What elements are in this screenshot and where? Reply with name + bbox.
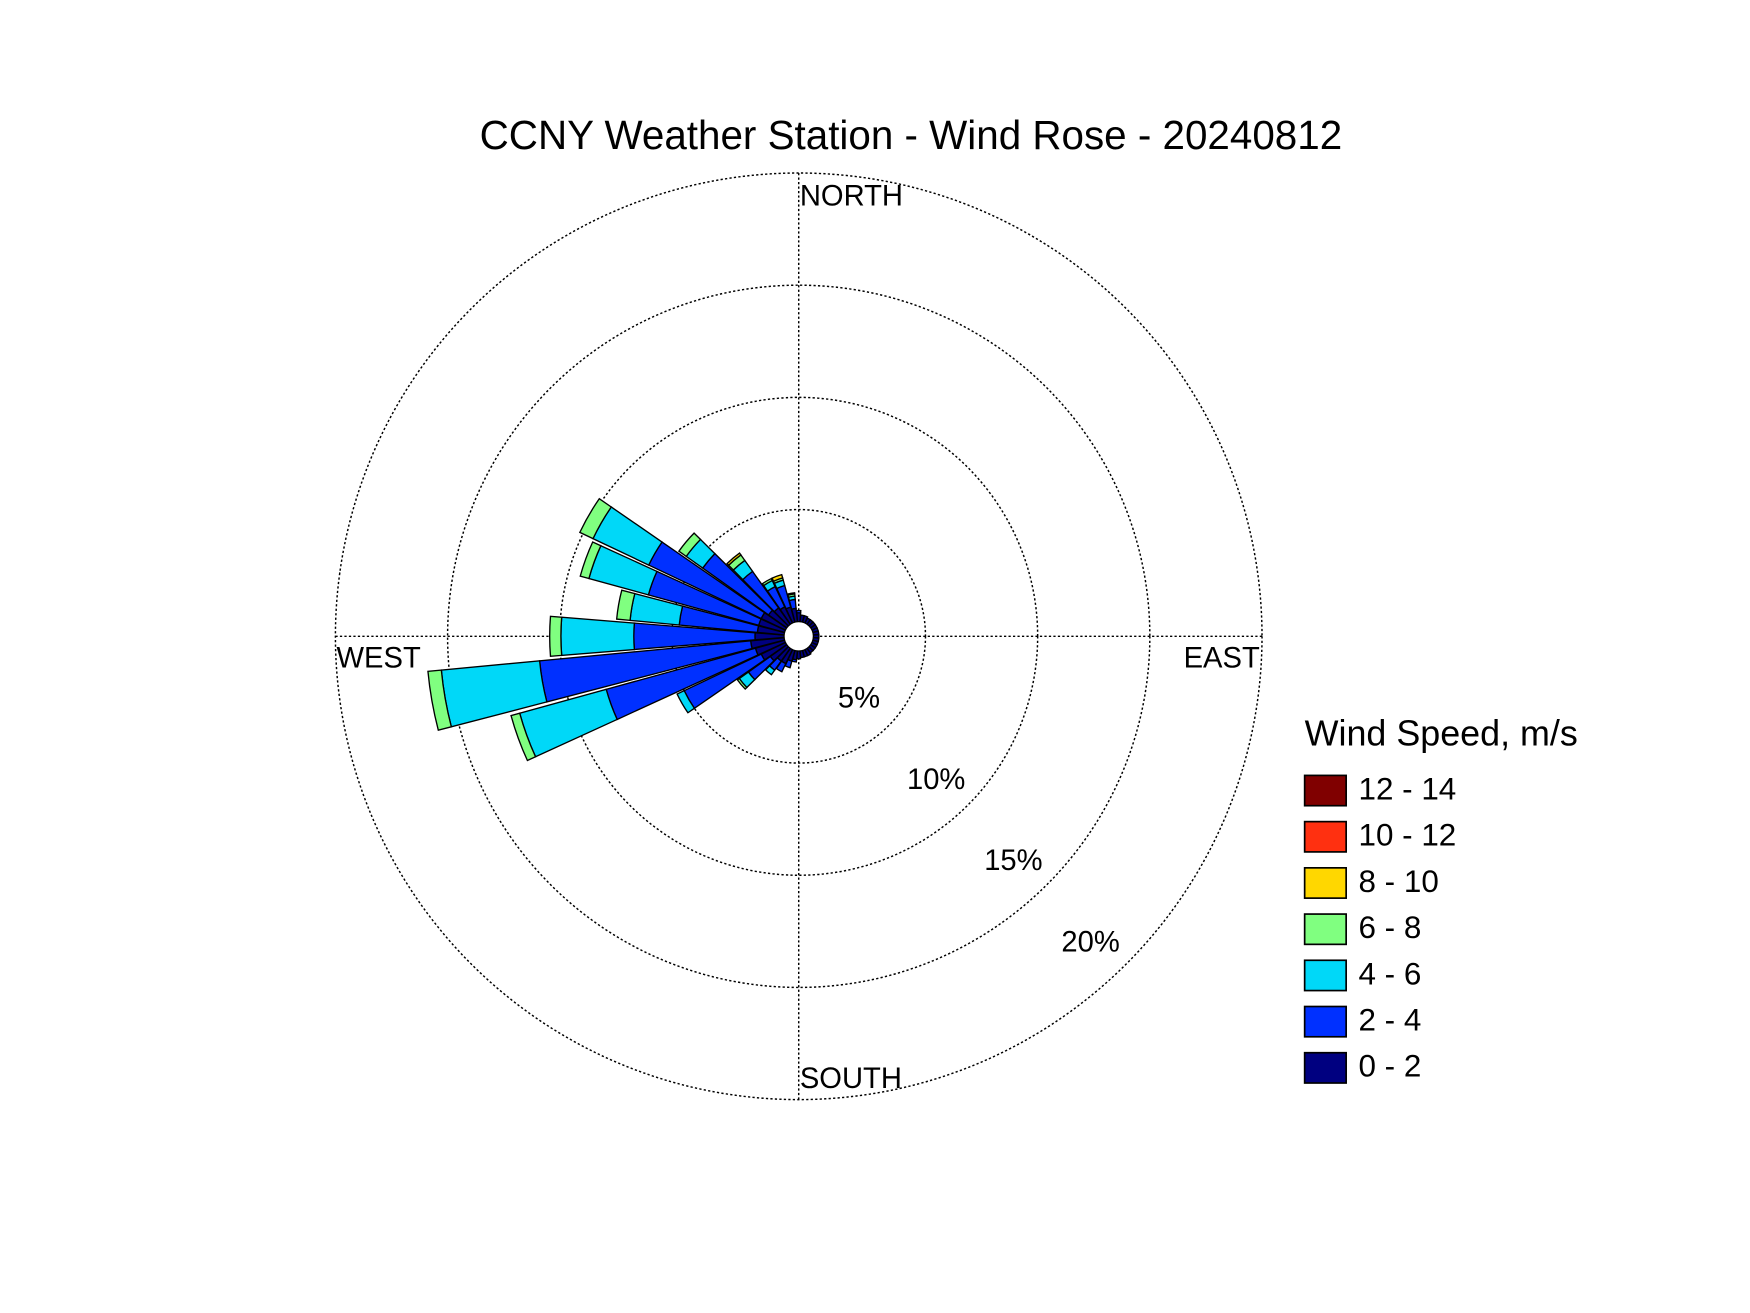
wind-bar bbox=[615, 589, 636, 622]
wind-bar bbox=[771, 573, 784, 583]
legend-swatch bbox=[1303, 913, 1347, 946]
direction-label: EAST bbox=[1184, 643, 1260, 675]
legend-label: 0 - 2 bbox=[1358, 1049, 1421, 1084]
wind-bar bbox=[578, 497, 613, 540]
direction-label: SOUTH bbox=[800, 1063, 902, 1095]
bars bbox=[427, 497, 820, 762]
r-tick-label: 15% bbox=[984, 845, 1042, 877]
wind-bar bbox=[579, 541, 602, 580]
wind-bar bbox=[761, 577, 774, 587]
labels: 5% 10% 15% 20% NORTH EAST SOUTH WEST bbox=[337, 180, 1260, 1095]
legend-swatch bbox=[1303, 1051, 1347, 1084]
wind-bar bbox=[736, 677, 748, 691]
r-tick-label: 20% bbox=[1061, 927, 1119, 959]
wind-bar bbox=[427, 669, 453, 732]
legend-label: 4 - 6 bbox=[1358, 956, 1421, 991]
legend-swatch bbox=[1303, 1005, 1347, 1038]
wind-bar bbox=[677, 532, 702, 558]
legend-swatch bbox=[1303, 959, 1347, 992]
grid-ring bbox=[446, 284, 1151, 989]
direction-label: WEST bbox=[337, 643, 421, 675]
wind-bar bbox=[786, 592, 796, 596]
wind-bar bbox=[795, 609, 802, 614]
legend-label: 6 - 8 bbox=[1358, 910, 1421, 945]
wind-bar bbox=[510, 712, 537, 762]
chart-title: CCNY Weather Station - Wind Rose - 20240… bbox=[480, 112, 1343, 158]
wind-bar bbox=[549, 615, 563, 658]
center-hole bbox=[783, 621, 814, 652]
legend-label: 10 - 12 bbox=[1358, 818, 1456, 853]
legend-title: Wind Speed, m/s bbox=[1305, 714, 1578, 754]
r-tick-label: 5% bbox=[838, 682, 880, 714]
grid-ring bbox=[334, 172, 1263, 1101]
wind-bar bbox=[560, 616, 636, 657]
legend: 0 - 2 2 - 4 4 - 6 6 - 8 8 - 10 10 - 12 12 - 14 bbox=[1303, 771, 1456, 1084]
legend-label: 12 - 14 bbox=[1358, 771, 1456, 806]
legend-label: 2 - 4 bbox=[1358, 1003, 1421, 1038]
wind-bar bbox=[676, 689, 696, 714]
wind-bar bbox=[726, 552, 742, 567]
legend-swatch bbox=[1303, 820, 1347, 853]
grid-ring bbox=[671, 508, 927, 764]
r-tick-label: 10% bbox=[907, 764, 965, 796]
direction-label: NORTH bbox=[800, 180, 903, 212]
legend-swatch bbox=[1303, 774, 1347, 807]
legend-label: 8 - 10 bbox=[1358, 864, 1438, 899]
legend-swatch bbox=[1303, 867, 1347, 899]
